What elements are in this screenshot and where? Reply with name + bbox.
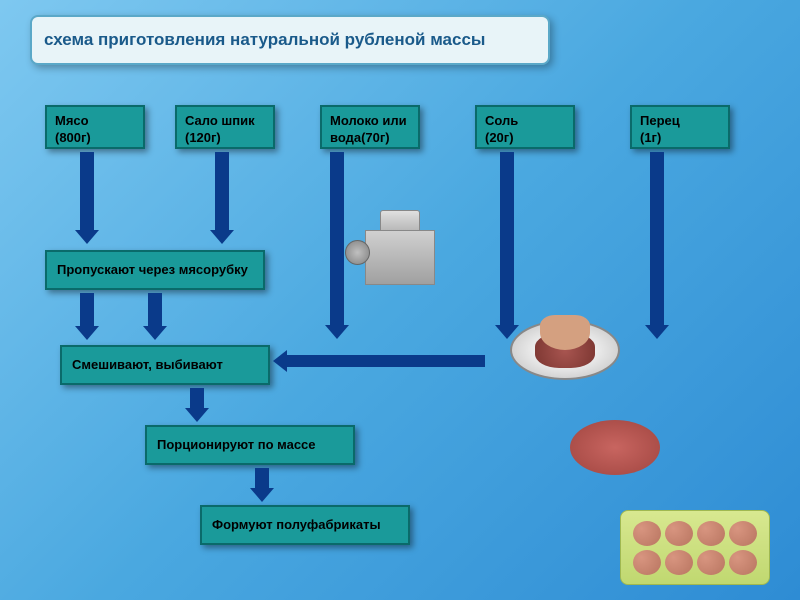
process-node-1: Смешивают, выбивают [60,345,270,385]
meatballs-tray-illustration [620,510,770,585]
mixing-illustration [495,295,635,390]
ingredient-node-3: Соль (20г) [475,105,575,149]
arrow-down-4 [650,152,664,327]
ingredient-node-0: Мясо (800г) [45,105,145,149]
meatball-1 [665,521,693,546]
meatball-6 [697,550,725,575]
meatball-0 [633,521,661,546]
grinder-illustration [345,200,455,300]
arrow-down-6 [148,293,162,328]
meatball-2 [697,521,725,546]
process-node-0: Пропускают через мясорубку [45,250,265,290]
ingredient-node-2: Молоко или вода(70г) [320,105,420,149]
process-node-3: Формуют полуфабрикаты [200,505,410,545]
ingredient-node-1: Сало шпик (120г) [175,105,275,149]
meatball-7 [729,550,757,575]
meatball-5 [665,550,693,575]
arrow-down-8 [255,468,269,490]
ingredient-node-4: Перец (1г) [630,105,730,149]
arrow-down-5 [80,293,94,328]
arrow-left-0 [285,355,485,367]
meatball-4 [633,550,661,575]
arrow-down-7 [190,388,204,410]
title-text: схема приготовления натуральной рубленой… [44,30,485,50]
arrow-down-1 [215,152,229,232]
process-node-2: Порционируют по массе [145,425,355,465]
meat-patty-illustration [570,420,660,475]
title-box: схема приготовления натуральной рубленой… [30,15,550,65]
meatball-3 [729,521,757,546]
arrow-down-2 [330,152,344,327]
arrow-down-0 [80,152,94,232]
